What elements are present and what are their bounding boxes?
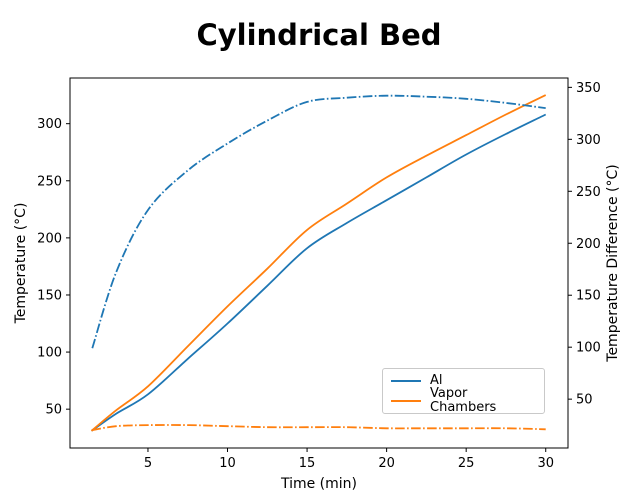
y-right-tick-label: 350 (576, 81, 601, 96)
y-left-tick-label: 200 (37, 231, 62, 246)
y-right-tick-label: 300 (576, 133, 601, 148)
y-left-tick-label: 50 (45, 403, 62, 418)
plot-frame (69, 77, 569, 449)
series-line-al-dashdot (91, 94, 546, 349)
legend-label-al: Al (430, 372, 443, 388)
series-line-vapor-chambers-solid (90, 94, 547, 432)
x-tick-label: 25 (458, 456, 475, 471)
y-left-tick-label: 250 (37, 174, 62, 189)
x-tick-label: 10 (219, 456, 236, 471)
x-axis-label: Time (min) (280, 476, 358, 492)
y-left-tick-label: 100 (37, 346, 62, 361)
legend-line-vapor-chambers (391, 400, 421, 402)
y-right-tick-label: 200 (576, 237, 601, 252)
legend: Al Vapor Chambers (382, 368, 545, 415)
y-right-tick-label: 250 (576, 185, 601, 200)
series-line-vapor-chambers-dashdot (91, 424, 546, 432)
x-tick-label: 5 (144, 456, 152, 471)
legend-label-vapor-chambers: Vapor Chambers (430, 386, 497, 415)
series-line-al-solid (90, 113, 547, 432)
legend-entry-al: Al (391, 373, 536, 388)
x-tick-label: 30 (537, 456, 554, 471)
y-axis-label-left: Temperature (°C) (13, 202, 29, 324)
y-left-tick-label: 300 (37, 117, 62, 132)
x-tick-label: 20 (378, 456, 395, 471)
y-left-tick-label: 150 (37, 288, 62, 303)
x-tick-label: 15 (299, 456, 316, 471)
y-right-tick-label: 50 (576, 393, 593, 408)
chart-title: Cylindrical Bed (196, 18, 442, 52)
y-right-tick-label: 100 (576, 341, 601, 356)
y-right-tick-label: 150 (576, 289, 601, 304)
legend-line-al (391, 379, 421, 382)
y-axis-label-right: Temperature Difference (°C) (605, 164, 621, 362)
legend-entry-vapor-chambers: Vapor Chambers (391, 387, 536, 415)
